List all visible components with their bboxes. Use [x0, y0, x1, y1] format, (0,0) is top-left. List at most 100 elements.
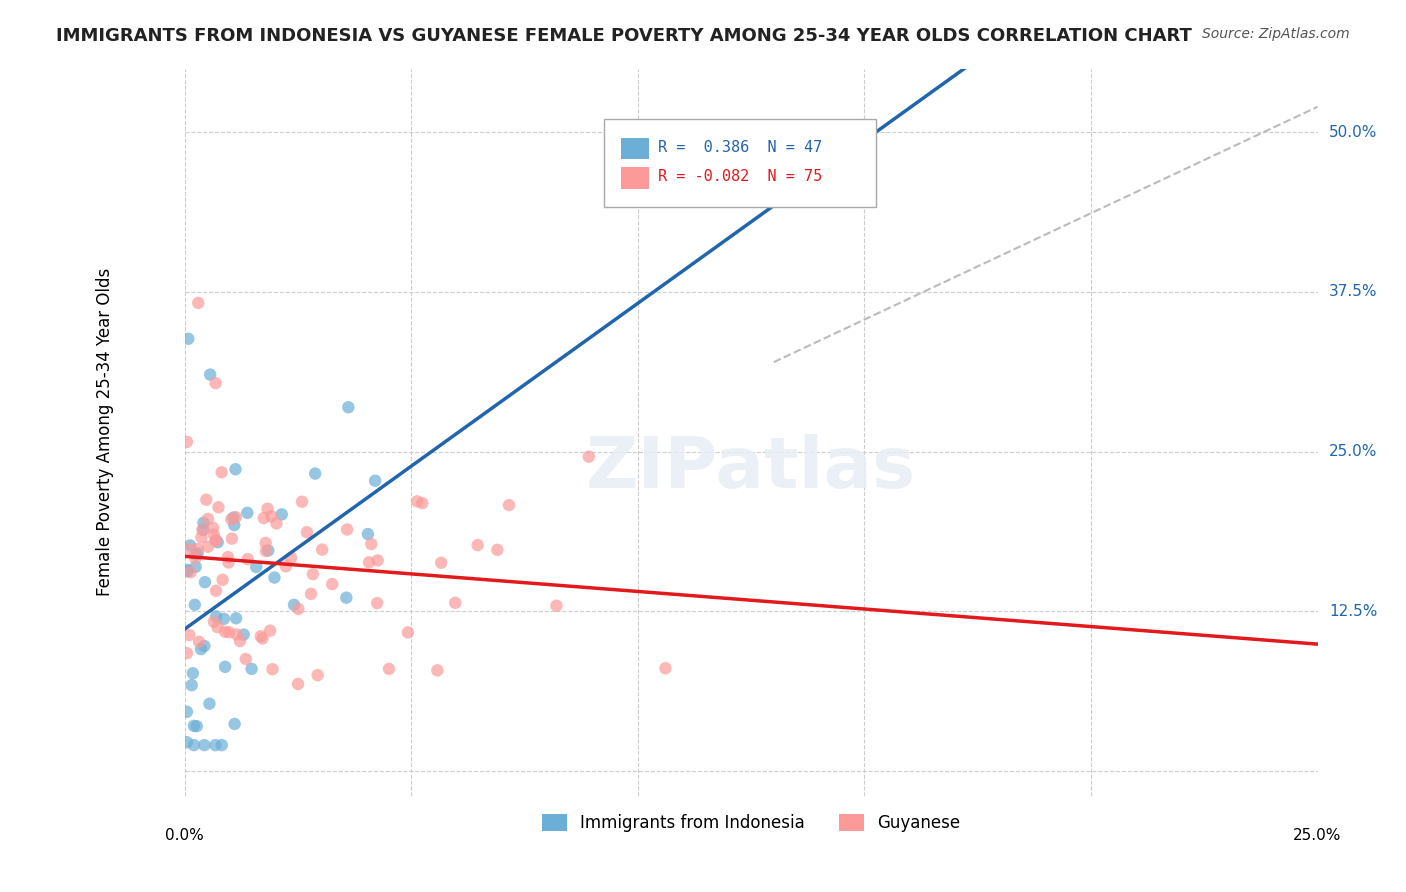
Point — [366, 596, 388, 610]
Point — [180, 565, 202, 579]
Point — [176, 563, 198, 577]
Point — [177, 332, 200, 346]
Point — [181, 666, 204, 681]
Point — [364, 474, 387, 488]
Text: 0.0%: 0.0% — [166, 828, 204, 843]
Point — [217, 556, 239, 570]
Point — [224, 518, 246, 533]
Text: R = -0.082  N = 75: R = -0.082 N = 75 — [658, 169, 823, 184]
Point — [205, 583, 228, 598]
Point — [190, 530, 212, 544]
Point — [654, 661, 676, 675]
Text: R =  0.386  N = 47: R = 0.386 N = 47 — [658, 140, 823, 154]
Point — [236, 506, 259, 520]
Point — [193, 523, 215, 537]
Point — [225, 627, 247, 641]
Point — [187, 546, 209, 560]
Text: IMMIGRANTS FROM INDONESIA VS GUYANESE FEMALE POVERTY AMONG 25-34 YEAR OLDS CORRE: IMMIGRANTS FROM INDONESIA VS GUYANESE FE… — [56, 27, 1192, 45]
Point — [232, 627, 254, 641]
Point — [179, 628, 201, 642]
Point — [205, 609, 228, 624]
Point — [270, 508, 292, 522]
Text: Source: ZipAtlas.com: Source: ZipAtlas.com — [1202, 27, 1350, 41]
Point — [207, 620, 229, 634]
Point — [236, 552, 259, 566]
Point — [224, 462, 246, 476]
Point — [444, 596, 467, 610]
Point — [287, 602, 309, 616]
Point — [180, 678, 202, 692]
Point — [183, 738, 205, 752]
Point — [256, 501, 278, 516]
Point — [211, 573, 233, 587]
Point — [214, 624, 236, 639]
Point — [188, 635, 211, 649]
Point — [430, 556, 453, 570]
Point — [406, 494, 429, 508]
Point — [176, 646, 198, 660]
Point — [321, 577, 343, 591]
Point — [191, 523, 214, 537]
Point — [197, 512, 219, 526]
Point — [229, 634, 252, 648]
Point — [486, 542, 509, 557]
Point — [217, 549, 239, 564]
Point — [396, 625, 419, 640]
Point — [262, 662, 284, 676]
Point — [202, 527, 225, 541]
FancyBboxPatch shape — [603, 120, 876, 207]
Point — [211, 465, 233, 479]
Point — [194, 575, 217, 590]
Point — [302, 567, 325, 582]
Point — [198, 697, 221, 711]
Point — [197, 540, 219, 554]
Legend: Immigrants from Indonesia, Guyanese: Immigrants from Indonesia, Guyanese — [536, 807, 967, 838]
Point — [253, 511, 276, 525]
Point — [177, 564, 200, 578]
Point — [249, 629, 271, 643]
Point — [218, 625, 240, 640]
Point — [195, 492, 218, 507]
Point — [311, 542, 333, 557]
Point — [307, 668, 329, 682]
Point — [378, 662, 401, 676]
Point — [205, 533, 228, 548]
Point — [183, 719, 205, 733]
Point — [204, 738, 226, 752]
Point — [176, 705, 198, 719]
Text: 37.5%: 37.5% — [1329, 285, 1378, 300]
Point — [263, 570, 285, 584]
Text: 50.0%: 50.0% — [1329, 125, 1378, 140]
Point — [367, 553, 389, 567]
Point — [221, 512, 243, 526]
Text: 25.0%: 25.0% — [1329, 444, 1378, 459]
Point — [207, 500, 229, 515]
Point — [357, 555, 380, 569]
Point — [498, 498, 520, 512]
Point — [176, 434, 198, 449]
Point — [193, 639, 215, 653]
Point — [260, 509, 283, 524]
Point — [222, 510, 245, 524]
Point — [254, 536, 277, 550]
Point — [287, 677, 309, 691]
Point — [245, 560, 267, 574]
Point — [198, 368, 221, 382]
Point — [204, 376, 226, 390]
Point — [295, 525, 318, 540]
Point — [186, 719, 208, 733]
Point — [187, 296, 209, 310]
Point — [336, 523, 359, 537]
Point — [291, 494, 314, 508]
Point — [184, 559, 207, 574]
Point — [252, 632, 274, 646]
Point — [214, 660, 236, 674]
Point — [426, 663, 449, 677]
Point — [259, 624, 281, 638]
Bar — [621, 167, 650, 188]
Point — [179, 538, 201, 552]
Point — [411, 496, 433, 510]
Point — [184, 598, 207, 612]
Point — [176, 735, 198, 749]
Point — [221, 532, 243, 546]
